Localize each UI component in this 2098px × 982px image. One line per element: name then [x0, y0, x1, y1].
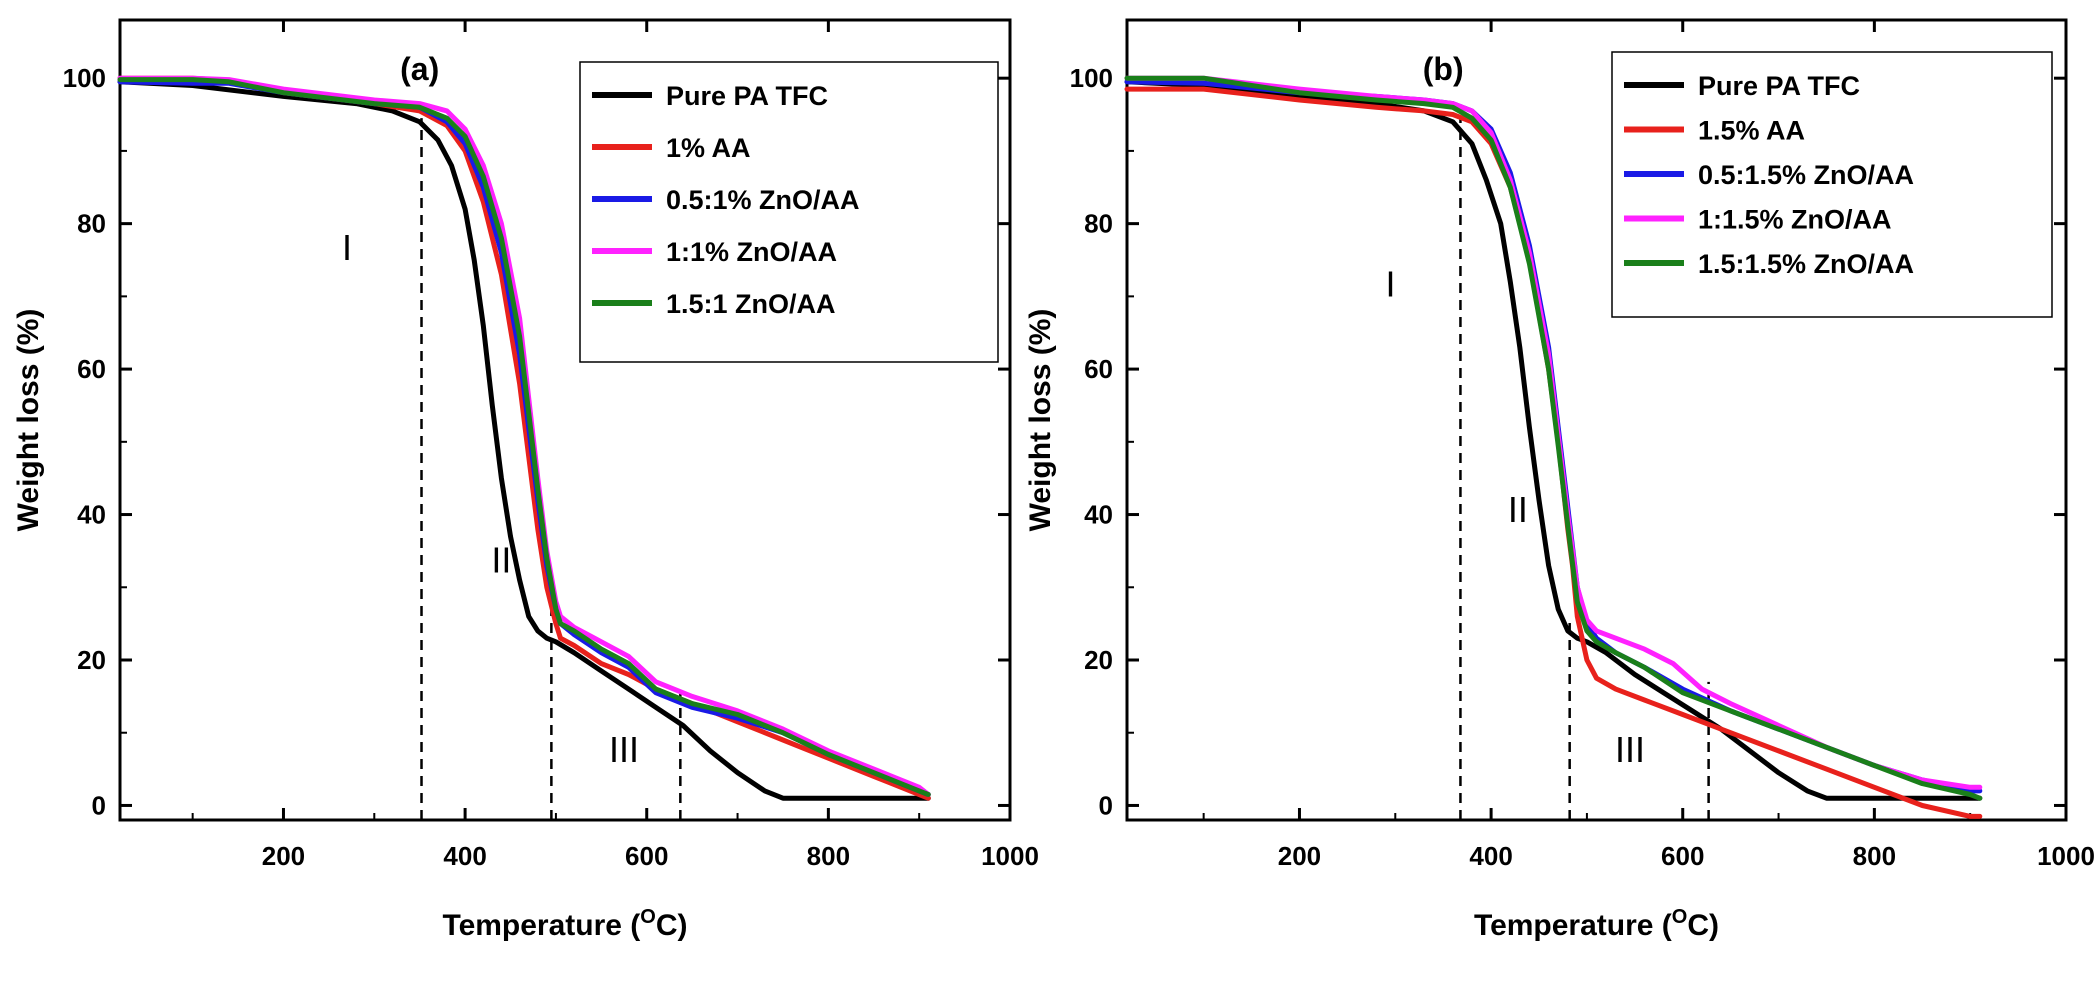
series-line — [117, 79, 931, 801]
legend-label: 1:1% ZnO/AA — [666, 237, 837, 267]
region-label: I — [1385, 263, 1395, 304]
series-line — [117, 77, 931, 797]
region-label: III — [609, 729, 639, 770]
region-label: II — [1508, 489, 1528, 530]
y-tick-label: 40 — [1084, 500, 1113, 530]
legend-label: Pure PA TFC — [1698, 71, 1860, 101]
plot-frame — [118, 18, 1012, 822]
plot-frame — [1125, 18, 2068, 822]
x-tick-label: 600 — [1661, 841, 1704, 871]
y-axis-title: Weight loss (%) — [12, 309, 45, 532]
legend-label: 0.5:1% ZnO/AA — [666, 185, 860, 215]
x-axis-title-end: C) — [656, 909, 688, 942]
region-label: I — [342, 227, 352, 268]
legend-label: 1% AA — [666, 133, 751, 163]
legend-label: 1.5:1.5% ZnO/AA — [1698, 249, 1914, 279]
x-tick-label: 200 — [1278, 841, 1321, 871]
x-tick-label: 1000 — [981, 841, 1039, 871]
series-line — [1124, 79, 1983, 801]
legend-label: 1:1.5% ZnO/AA — [1698, 205, 1892, 235]
legend-box — [1611, 51, 2053, 318]
legend-label: Pure PA TFC — [666, 81, 828, 111]
region-label: II — [491, 540, 511, 581]
x-tick-label: 600 — [625, 841, 668, 871]
y-tick-label: 20 — [77, 645, 106, 675]
legend-label: 1.5% AA — [1698, 116, 1805, 146]
panel-label: (b) — [1423, 51, 1464, 87]
x-tick-label: 800 — [1853, 841, 1896, 871]
x-axis-title-main: Temperature ( — [1474, 909, 1672, 942]
y-tick-label: 0 — [92, 790, 106, 820]
x-axis-title-superscript: O — [1672, 906, 1688, 928]
x-tick-label: 800 — [807, 841, 850, 871]
x-axis-title: Temperature (OC) — [442, 906, 687, 942]
y-tick-label: 100 — [1070, 63, 1113, 93]
x-axis-title-end: C) — [1687, 909, 1719, 942]
y-tick-label: 100 — [63, 63, 106, 93]
y-tick-label: 80 — [1084, 209, 1113, 239]
y-tick-label: 60 — [1084, 354, 1113, 384]
panel-label: (a) — [400, 51, 439, 87]
x-axis-title: Temperature (OC) — [1474, 906, 1719, 942]
legend-box — [579, 61, 999, 363]
chart-panel-a: 200 400 600 800 1000 0 20 40 60 80 100 Weight loss … — [12, 18, 1039, 942]
x-axis-title-main: Temperature ( — [442, 909, 640, 942]
y-tick-label: 40 — [77, 500, 106, 530]
y-axis-title: Weight loss (%) — [1024, 309, 1057, 532]
series-line — [1124, 75, 1983, 801]
x-tick-label: 400 — [443, 841, 486, 871]
x-tick-label: 1000 — [2037, 841, 2095, 871]
y-tick-label: 80 — [77, 209, 106, 239]
x-tick-label: 400 — [1469, 841, 1512, 871]
legend-label: 0.5:1.5% ZnO/AA — [1698, 160, 1914, 190]
region-label: III — [1615, 729, 1645, 770]
y-tick-label: 60 — [77, 354, 106, 384]
x-tick-label: 200 — [262, 841, 305, 871]
y-tick-label: 20 — [1084, 645, 1113, 675]
y-tick-label: 0 — [1099, 790, 1113, 820]
x-axis-title-superscript: O — [640, 906, 656, 928]
legend-label: 1.5:1 ZnO/AA — [666, 289, 836, 319]
chart-panel-b: 200 400 600 800 1000 0 20 40 60 80 100 Weight loss … — [1024, 18, 2095, 942]
